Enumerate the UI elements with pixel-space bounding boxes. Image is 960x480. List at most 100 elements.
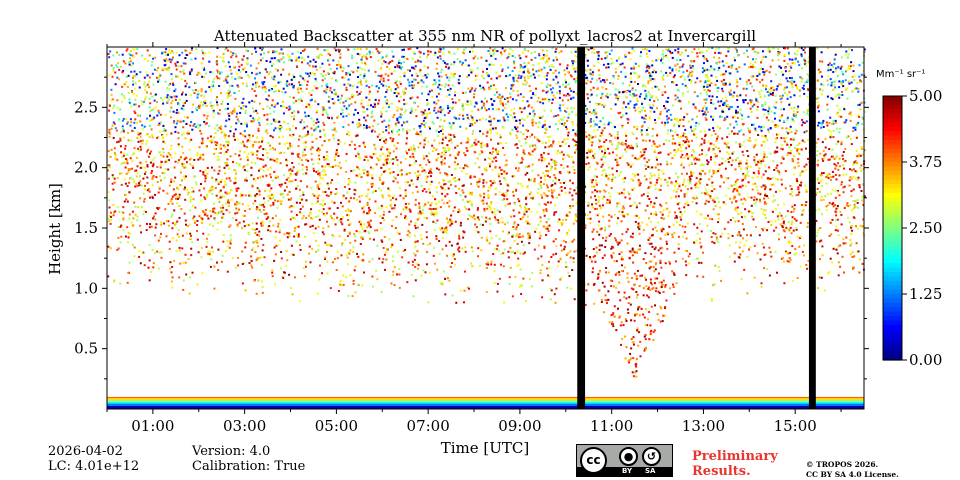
heat-cell <box>846 202 849 205</box>
heat-cell <box>127 231 130 234</box>
heat-cell <box>155 176 158 179</box>
heat-cell <box>568 155 571 158</box>
heatmap-layer <box>107 47 866 409</box>
heat-cell <box>660 266 663 269</box>
heat-cell <box>777 54 780 57</box>
heat-cell <box>847 216 849 219</box>
heat-cell <box>788 146 791 149</box>
heat-cell <box>848 48 851 51</box>
heat-cell <box>596 230 599 233</box>
heat-cell <box>835 225 838 228</box>
heat-cell <box>333 93 336 95</box>
heat-cell <box>555 197 558 200</box>
heat-cell <box>584 121 587 124</box>
heat-cell <box>480 146 483 149</box>
heat-cell <box>636 128 639 131</box>
heat-cell <box>683 210 686 213</box>
heat-cell <box>242 68 245 71</box>
heat-cell <box>783 120 785 123</box>
heat-cell <box>710 230 712 232</box>
heat-cell <box>120 65 123 68</box>
heat-cell <box>161 172 164 174</box>
heat-cell <box>469 68 472 71</box>
heat-cell <box>799 95 801 97</box>
heat-cell <box>441 151 444 154</box>
heat-cell <box>689 179 692 182</box>
heat-cell <box>160 232 162 235</box>
heat-cell <box>524 173 527 176</box>
heat-cell <box>593 282 596 285</box>
heat-cell <box>348 134 351 137</box>
heat-cell <box>322 75 325 78</box>
heat-cell <box>804 184 807 187</box>
heat-cell <box>574 61 577 63</box>
heat-cell <box>571 182 574 185</box>
heat-cell <box>716 79 719 82</box>
heat-cell <box>294 227 297 230</box>
heat-cell <box>695 257 698 260</box>
heat-cell <box>750 196 753 199</box>
heat-cell <box>441 237 444 239</box>
heat-cell <box>638 65 641 68</box>
heat-cell <box>255 81 257 84</box>
heat-cell <box>609 195 612 198</box>
heat-cell <box>806 222 809 225</box>
heat-cell <box>757 172 760 175</box>
heat-cell <box>333 121 336 124</box>
heat-cell <box>404 215 407 218</box>
heat-cell <box>483 207 486 210</box>
heat-cell <box>142 192 145 195</box>
heat-cell <box>566 266 569 269</box>
heat-cell <box>317 154 320 157</box>
heat-cell <box>659 305 662 308</box>
heat-cell <box>339 64 342 67</box>
heat-cell <box>681 183 684 186</box>
heat-cell <box>639 93 642 96</box>
heat-cell <box>185 175 187 178</box>
heat-cell <box>435 81 438 84</box>
heat-cell <box>192 166 195 169</box>
heat-cell <box>522 83 525 86</box>
heat-cell <box>791 216 794 219</box>
heat-cell <box>256 206 259 209</box>
heat-cell <box>517 74 520 77</box>
heat-cell <box>364 119 367 122</box>
heat-cell <box>160 160 163 163</box>
heat-cell <box>784 66 787 69</box>
heat-cell <box>587 283 590 286</box>
heat-cell <box>356 198 358 201</box>
heat-cell <box>571 110 573 113</box>
heat-cell <box>273 75 276 78</box>
heat-cell <box>818 276 821 279</box>
heat-cell <box>638 248 641 251</box>
heat-cell <box>755 226 757 228</box>
heat-cell <box>603 189 605 192</box>
heat-cell <box>110 93 113 96</box>
heat-cell <box>337 60 340 63</box>
heat-cell <box>258 121 261 124</box>
heat-cell <box>495 71 498 74</box>
heat-cell <box>130 121 133 124</box>
heat-cell <box>143 198 146 200</box>
heat-cell <box>527 77 530 80</box>
heat-cell <box>712 169 715 172</box>
heat-cell <box>306 103 309 106</box>
heat-cell <box>621 191 623 194</box>
heat-cell <box>246 155 249 158</box>
heat-cell <box>252 202 255 205</box>
heat-cell <box>821 89 824 92</box>
heat-cell <box>829 178 832 181</box>
heat-cell <box>747 139 750 142</box>
heat-cell <box>196 153 199 156</box>
heat-cell <box>684 128 687 131</box>
heat-cell <box>642 193 645 196</box>
heat-cell <box>858 184 861 186</box>
heat-cell <box>450 141 453 144</box>
heat-cell <box>827 204 830 207</box>
heat-cell <box>267 229 270 232</box>
heat-cell <box>843 207 846 209</box>
heat-cell <box>295 56 298 59</box>
heat-cell <box>370 183 373 185</box>
heat-cell <box>288 59 291 62</box>
heat-cell <box>592 86 595 89</box>
